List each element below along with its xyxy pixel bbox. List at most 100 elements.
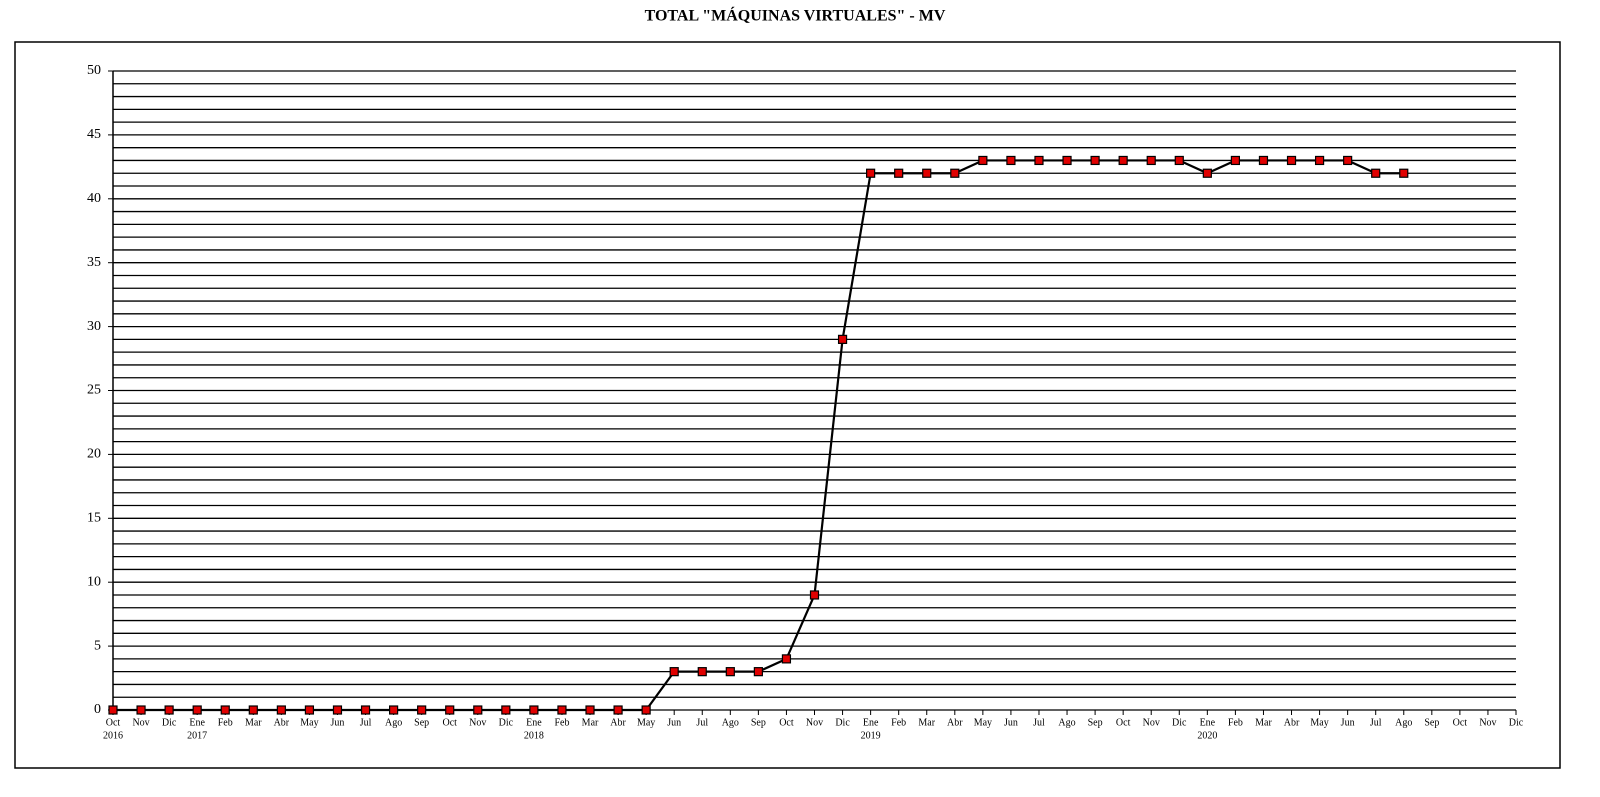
x-tick-label: Nov — [806, 717, 823, 728]
year-label: 2017 — [187, 730, 207, 741]
data-point — [1399, 168, 1409, 178]
data-point — [866, 168, 876, 178]
year-label: 2019 — [861, 730, 881, 741]
x-tick-label: Feb — [218, 717, 233, 728]
data-point — [1146, 155, 1156, 166]
y-tick-label: 25 — [87, 383, 101, 398]
x-tick-label: Nov — [469, 717, 486, 728]
x-tick-label: Jul — [360, 717, 372, 728]
data-point — [1174, 155, 1184, 166]
data-point — [894, 168, 904, 178]
x-tick-label: Jul — [1033, 717, 1045, 728]
data-point — [753, 667, 763, 677]
data-point — [978, 155, 988, 166]
data-point — [445, 705, 455, 715]
chart-frame — [14, 41, 1561, 769]
x-tick-label: Oct — [106, 717, 121, 728]
x-tick-label: May — [637, 717, 655, 728]
x-tick-label: Feb — [554, 717, 569, 728]
y-tick-label: 15 — [87, 511, 101, 526]
data-point — [1202, 168, 1212, 178]
x-tick-label: Feb — [1228, 717, 1243, 728]
y-tick-label: 10 — [87, 574, 101, 589]
data-point — [781, 654, 792, 664]
x-tick-label: Oct — [1453, 717, 1468, 728]
data-point — [613, 705, 623, 715]
data-point — [389, 705, 399, 715]
x-tick-label: Dic — [1509, 717, 1524, 728]
x-tick-label: Ene — [526, 717, 542, 728]
data-point — [1258, 155, 1269, 166]
data-point — [669, 667, 679, 677]
year-label: 2016 — [103, 730, 123, 741]
data-point — [809, 590, 820, 600]
data-point — [417, 705, 427, 715]
data-point — [164, 705, 174, 715]
data-point — [922, 168, 932, 178]
data-point — [1314, 155, 1325, 166]
y-tick-label: 20 — [87, 447, 101, 462]
data-point — [304, 705, 315, 715]
y-tick-label: 40 — [87, 191, 101, 206]
data-point — [332, 705, 343, 715]
y-tick-label: 35 — [87, 255, 101, 270]
x-tick-label: Sep — [751, 717, 766, 728]
x-tick-label: Ene — [1200, 717, 1216, 728]
data-point — [1371, 168, 1381, 178]
x-tick-label: Mar — [918, 717, 935, 728]
y-tick-label: 30 — [87, 319, 101, 334]
data-point — [360, 705, 371, 715]
x-tick-label: Jul — [1370, 717, 1382, 728]
x-tick-label: Feb — [891, 717, 906, 728]
x-tick-label: Jul — [696, 717, 708, 728]
x-tick-label: May — [300, 717, 318, 728]
data-point — [1118, 155, 1128, 166]
data-point — [220, 705, 230, 715]
x-tick-label: Mar — [245, 717, 262, 728]
x-tick-label: Nov — [1143, 717, 1160, 728]
data-point — [950, 168, 960, 178]
x-tick-label: Sep — [1088, 717, 1103, 728]
data-point — [837, 334, 848, 344]
data-point — [529, 705, 539, 715]
x-tick-label: Dic — [499, 717, 514, 728]
x-tick-label: May — [1310, 717, 1328, 728]
x-tick-label: Abr — [1284, 717, 1300, 728]
x-tick-label: Nov — [1479, 717, 1496, 728]
x-tick-label: Sep — [1424, 717, 1439, 728]
x-tick-label: Sep — [414, 717, 429, 728]
y-tick-label: 5 — [94, 638, 101, 653]
x-tick-label: Mar — [582, 717, 599, 728]
x-tick-label: Mar — [1255, 717, 1272, 728]
x-tick-label: Oct — [779, 717, 794, 728]
data-point — [1090, 155, 1100, 166]
data-point — [641, 705, 651, 715]
x-tick-label: Abr — [610, 717, 626, 728]
y-tick-label: 50 — [87, 63, 101, 78]
x-tick-label: Abr — [947, 717, 963, 728]
x-tick-label: Jun — [667, 717, 681, 728]
data-point — [248, 705, 258, 715]
data-point — [557, 705, 567, 715]
x-tick-label: Ago — [722, 717, 739, 728]
x-tick-label: Nov — [132, 717, 149, 728]
data-point — [1343, 155, 1353, 166]
data-point — [725, 667, 735, 677]
x-tick-label: Ene — [863, 717, 879, 728]
x-tick-label: May — [974, 717, 992, 728]
data-point — [108, 705, 118, 715]
x-tick-label: Dic — [1172, 717, 1187, 728]
x-tick-label: Ene — [189, 717, 205, 728]
x-tick-label: Oct — [1116, 717, 1131, 728]
year-label: 2018 — [524, 730, 544, 741]
x-tick-label: Abr — [274, 717, 290, 728]
y-tick-label: 0 — [94, 702, 101, 717]
x-tick-label: Ago — [1395, 717, 1412, 728]
data-point — [276, 705, 286, 715]
data-point — [1286, 155, 1297, 166]
year-label: 2020 — [1197, 730, 1217, 741]
data-point — [1062, 155, 1072, 166]
data-point — [501, 705, 511, 715]
x-tick-label: Dic — [162, 717, 177, 728]
